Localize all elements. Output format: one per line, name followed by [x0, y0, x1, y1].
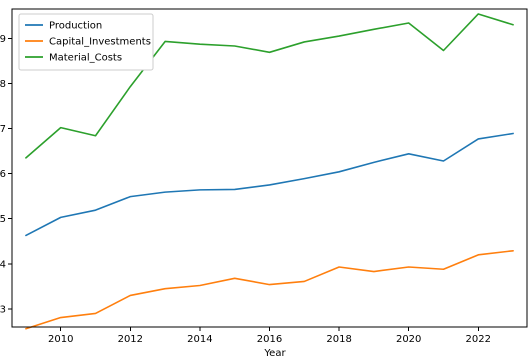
y-tick-label: 8: [0, 79, 6, 90]
legend: Production Capital_Investments Material_Co…: [19, 14, 153, 70]
legend-label: Capital_Investments: [49, 37, 151, 48]
y-tick-label: 7: [0, 124, 6, 135]
y-tick-label: 3: [0, 304, 6, 315]
x-tick-label: 2014: [187, 334, 212, 345]
x-tick-label: 2016: [257, 334, 282, 345]
legend-label: Production: [49, 21, 102, 32]
y-axis: 3 4 5 6 7 8 9: [0, 34, 12, 316]
x-tick-label: 2010: [48, 334, 73, 345]
series-line-production: [26, 133, 513, 235]
legend-label: Material_Costs: [49, 53, 122, 64]
y-tick-label: 6: [0, 169, 6, 180]
x-tick-label: 2012: [118, 334, 143, 345]
x-axis-title: Year: [263, 348, 286, 359]
y-tick-label: 4: [0, 259, 6, 270]
y-tick-label: 9: [0, 34, 6, 45]
x-tick-label: 2018: [326, 334, 351, 345]
y-tick-label: 5: [0, 214, 6, 225]
x-axis: 2010 2012 2014 2016 2018 2020 2022: [48, 327, 491, 345]
series-line-capital-investments: [26, 251, 513, 329]
x-tick-label: 2020: [396, 334, 421, 345]
x-tick-label: 2022: [466, 334, 491, 345]
